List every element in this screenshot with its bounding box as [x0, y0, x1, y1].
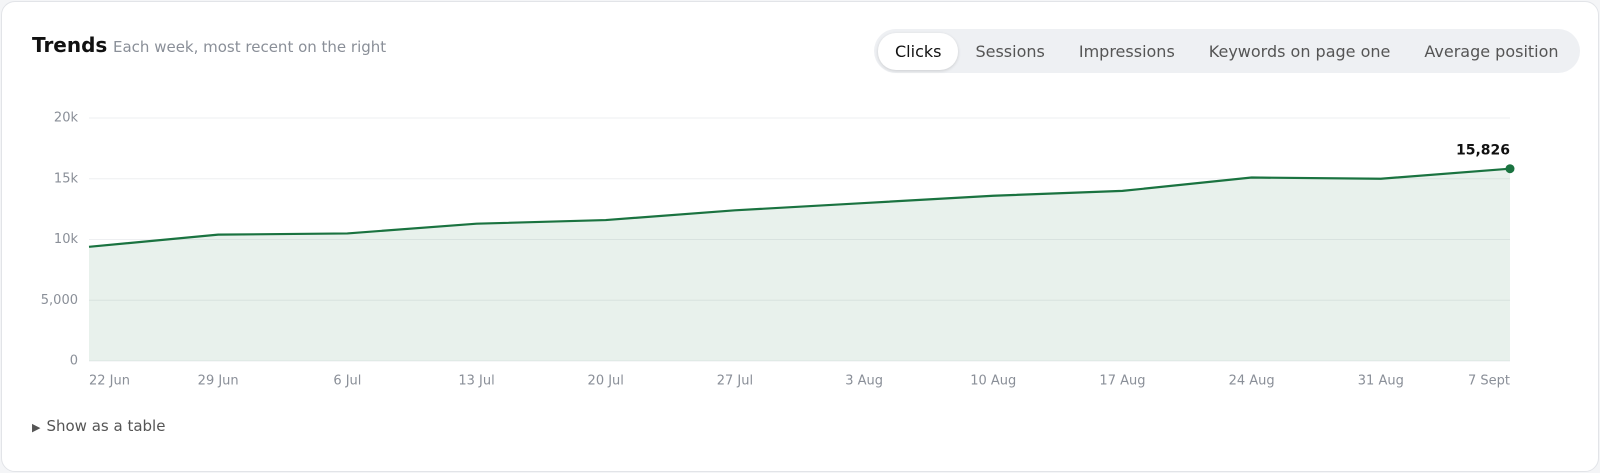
table-toggle[interactable]: ▶ Show as a table	[32, 417, 165, 435]
x-tick-label: 13 Jul	[458, 374, 494, 389]
metric-tab[interactable]: Average position	[1424, 41, 1559, 61]
y-tick-label: 10k	[54, 232, 79, 247]
trend-line	[88, 167, 1511, 248]
x-tick-label: 20 Jul	[588, 374, 624, 389]
value-label: 15,826	[1456, 143, 1510, 159]
metric-tab[interactable]: Sessions	[975, 41, 1045, 61]
x-tick-label: 29 Jun	[198, 374, 239, 389]
metric-tabs: Clicks Sessions Impressions Keywords on pag…	[874, 29, 1580, 73]
x-tick-label: 31 Aug	[1358, 374, 1404, 389]
y-tick-label: 5,000	[41, 293, 78, 308]
x-tick-label: 22 Jun	[89, 374, 130, 389]
x-tick-label: 10 Aug	[970, 374, 1016, 389]
x-tick-label: 7 Sept	[1468, 374, 1510, 389]
area-fill	[89, 168, 1510, 361]
metric-tab[interactable]: Keywords on page one	[1208, 41, 1391, 61]
y-tick-label: 0	[70, 354, 78, 369]
x-tick-label: 6 Jul	[333, 374, 361, 389]
toggle-icon: ▶	[32, 421, 41, 434]
x-tick-label: 17 Aug	[1099, 374, 1145, 389]
card-subtitle: Each week, most recent on the right	[113, 38, 387, 56]
point-marker	[1505, 164, 1515, 174]
x-tick-label: 3 Aug	[845, 374, 883, 389]
y-tick-label: 20k	[54, 111, 79, 126]
y-tick-label: 15k	[54, 171, 79, 186]
card-title: Trends	[32, 33, 108, 57]
toggle-label[interactable]: Show as a table	[46, 417, 166, 435]
metric-tab[interactable]: Clicks	[878, 32, 959, 70]
x-tick-label: 24 Aug	[1229, 374, 1275, 389]
metric-tab[interactable]: Impressions	[1078, 41, 1175, 61]
x-tick-label: 27 Jul	[717, 374, 753, 389]
